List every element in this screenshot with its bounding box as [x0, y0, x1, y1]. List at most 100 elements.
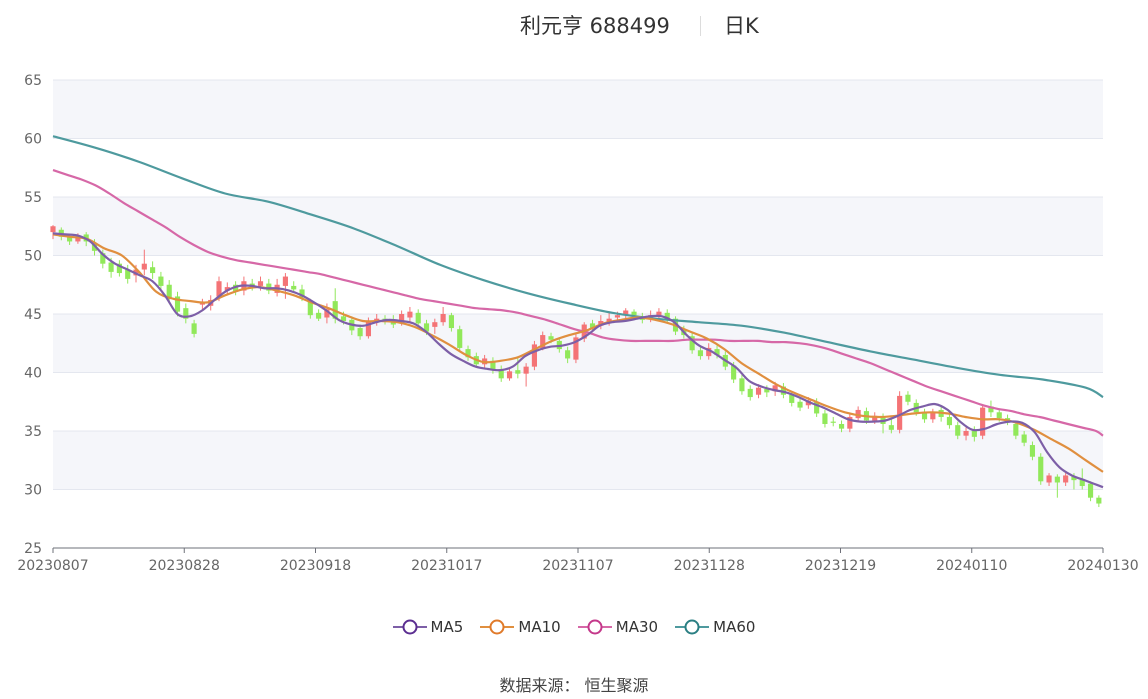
- legend-ma5[interactable]: MA5: [392, 618, 464, 636]
- candle-body: [340, 316, 347, 322]
- candle-body: [415, 312, 421, 324]
- candle-body: [440, 314, 446, 323]
- candle-body: [1087, 483, 1094, 498]
- candle-body: [573, 337, 579, 360]
- candle-body: [1096, 497, 1102, 504]
- candle-body: [67, 236, 73, 242]
- candle-body: [1021, 434, 1027, 443]
- candle-body: [365, 321, 371, 337]
- candle-body: [407, 311, 413, 318]
- line-ma5: [52, 232, 1104, 489]
- candle-body: [1079, 478, 1085, 486]
- candle-body: [697, 350, 704, 357]
- legend-ma60[interactable]: MA60: [675, 618, 755, 636]
- candle-body: [614, 315, 620, 318]
- candle-body: [299, 289, 305, 298]
- x-tick-label: 20240130: [1067, 558, 1138, 574]
- candle-body: [980, 407, 986, 436]
- x-axis: 20230807 20230828 20230918 20231017 20231107…: [17, 547, 1139, 574]
- candle-body: [399, 314, 405, 323]
- candle-body: [183, 308, 189, 319]
- candle-body: [374, 318, 380, 322]
- candle-body: [1054, 476, 1060, 483]
- legend-ma5-label: MA5: [430, 618, 464, 636]
- candle-body: [631, 311, 637, 316]
- candle-body: [357, 328, 363, 337]
- candle-body: [731, 365, 737, 380]
- legend-ma10[interactable]: MA10: [480, 618, 561, 636]
- chart-title: 利元亨 688499: [520, 14, 670, 38]
- chart-title-row: 利元亨 688499 日K: [0, 6, 1148, 42]
- candle-body: [423, 323, 430, 332]
- candle-body: [930, 412, 936, 420]
- x-tick-label: 20230807: [17, 558, 88, 574]
- legend-ma30-marker: [577, 619, 612, 635]
- candle-body: [739, 378, 745, 392]
- candle-body: [1063, 475, 1069, 483]
- x-tick-label: 20240110: [936, 558, 1007, 574]
- candle-body: [1029, 445, 1036, 457]
- y-tick-label: 50: [24, 249, 42, 265]
- candle-body: [540, 335, 546, 348]
- y-tick-label: 30: [24, 483, 42, 499]
- candle-body: [548, 336, 554, 340]
- candle-body: [224, 287, 230, 291]
- candle-body: [158, 276, 164, 286]
- legend-ma30-label: MA30: [615, 618, 659, 636]
- candle-body: [498, 368, 504, 379]
- candle-body: [996, 412, 1002, 419]
- candle-body: [531, 344, 537, 367]
- candle-body: [623, 310, 629, 316]
- candle-body: [565, 350, 571, 359]
- candle-body: [523, 366, 529, 374]
- candle-body: [963, 431, 969, 436]
- candle-body: [174, 296, 181, 312]
- band-60: [53, 80, 1103, 139]
- y-tick-label: 65: [24, 73, 42, 89]
- legend-ma5-marker: [392, 619, 427, 635]
- y-tick-label: 60: [24, 132, 42, 148]
- candle-body: [780, 386, 787, 395]
- y-tick-label: 55: [24, 190, 42, 206]
- candle-body: [307, 301, 313, 316]
- candle-body: [490, 360, 496, 371]
- candle-body: [116, 263, 122, 274]
- candle-body: [905, 394, 911, 402]
- candle-body: [1038, 456, 1044, 482]
- candle-body: [921, 412, 928, 420]
- candle-body: [1046, 475, 1052, 483]
- candle-body: [100, 253, 106, 264]
- candle-body: [233, 284, 239, 292]
- candle-body: [589, 323, 596, 329]
- candle-body: [282, 276, 288, 286]
- data-source: 数据来源： 恒生聚源: [499, 676, 649, 695]
- candle-body: [457, 329, 463, 348]
- candle-body: [108, 262, 114, 272]
- candle-body: [747, 388, 753, 398]
- candle-body: [656, 311, 662, 316]
- legend-ma60-marker: [675, 619, 710, 635]
- legend-ma10-label: MA10: [518, 618, 561, 636]
- background-bands: [53, 80, 1103, 490]
- legend-ma30[interactable]: MA30: [577, 618, 659, 636]
- candle-body: [664, 312, 670, 319]
- candle-body: [946, 416, 953, 426]
- candle-body: [789, 394, 795, 403]
- candle-body: [847, 416, 853, 429]
- candle-body: [755, 387, 762, 395]
- candle-body: [814, 401, 820, 414]
- x-tick-label: 20231107: [542, 558, 613, 574]
- candle-body: [216, 281, 222, 297]
- candle-body: [465, 349, 471, 358]
- line-ma60: [52, 135, 1104, 399]
- candle-body: [822, 413, 828, 424]
- band-30: [53, 431, 1103, 490]
- candle-body: [971, 431, 977, 437]
- candle-body: [257, 281, 264, 286]
- title-divider: [700, 16, 701, 36]
- candle-body: [75, 237, 81, 242]
- moving-average-lines: [52, 135, 1104, 489]
- y-axis: 25 30 35 40 45 50 55 60 65: [24, 73, 42, 557]
- x-tick-label: 20231128: [674, 558, 745, 574]
